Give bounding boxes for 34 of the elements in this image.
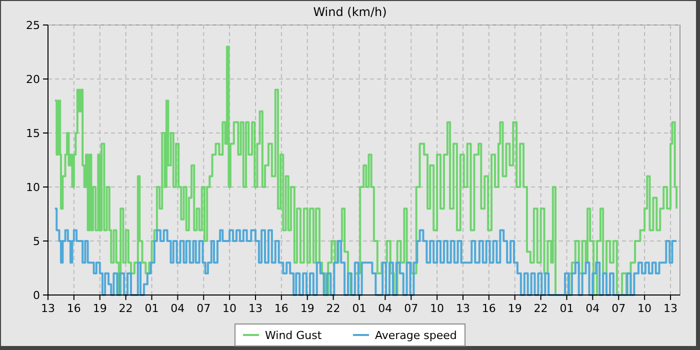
x-tick-label: 07 — [404, 302, 418, 315]
y-tick-label: 10 — [26, 180, 40, 194]
x-tick-label: 19 — [508, 302, 522, 315]
x-tick-label: 01 — [560, 302, 574, 315]
x-tick-label: 04 — [170, 302, 185, 315]
y-tick-label: 5 — [33, 234, 40, 248]
x-tick-label: 10 — [430, 302, 444, 315]
x-tick-label: 13 — [663, 302, 678, 315]
x-tick-label: 10 — [638, 302, 652, 315]
x-tick-label: 22 — [118, 302, 133, 315]
x-tick-label: 01 — [352, 302, 366, 315]
x-tick-label: 16 — [482, 302, 496, 315]
x-tick-label: 04 — [378, 302, 392, 315]
x-tick-label: 19 — [92, 302, 107, 315]
x-tick-label: 07 — [196, 302, 211, 315]
x-tick-label: 04 — [586, 302, 600, 315]
x-tick-label: 16 — [66, 302, 81, 315]
x-tick-label: 13 — [41, 302, 55, 315]
y-tick-label: 25 — [26, 18, 40, 32]
legend-label: Average speed — [375, 328, 457, 342]
x-tick-label: 22 — [534, 302, 548, 315]
x-tick-label: 13 — [248, 302, 262, 315]
legend-label: Wind Gust — [265, 328, 322, 342]
x-tick-label: 10 — [222, 302, 237, 315]
x-tick-label: 19 — [300, 302, 314, 315]
x-tick-label: 22 — [326, 302, 340, 315]
y-tick-label: 20 — [26, 72, 40, 86]
chart-title: Wind (km/h) — [313, 5, 387, 19]
x-tick-label: 01 — [144, 302, 159, 315]
y-tick-label: 0 — [33, 288, 40, 302]
x-tick-label: 07 — [612, 302, 626, 315]
y-tick-label: 15 — [26, 126, 40, 140]
x-tick-label: 16 — [274, 302, 288, 315]
x-tick-label: 13 — [456, 302, 470, 315]
